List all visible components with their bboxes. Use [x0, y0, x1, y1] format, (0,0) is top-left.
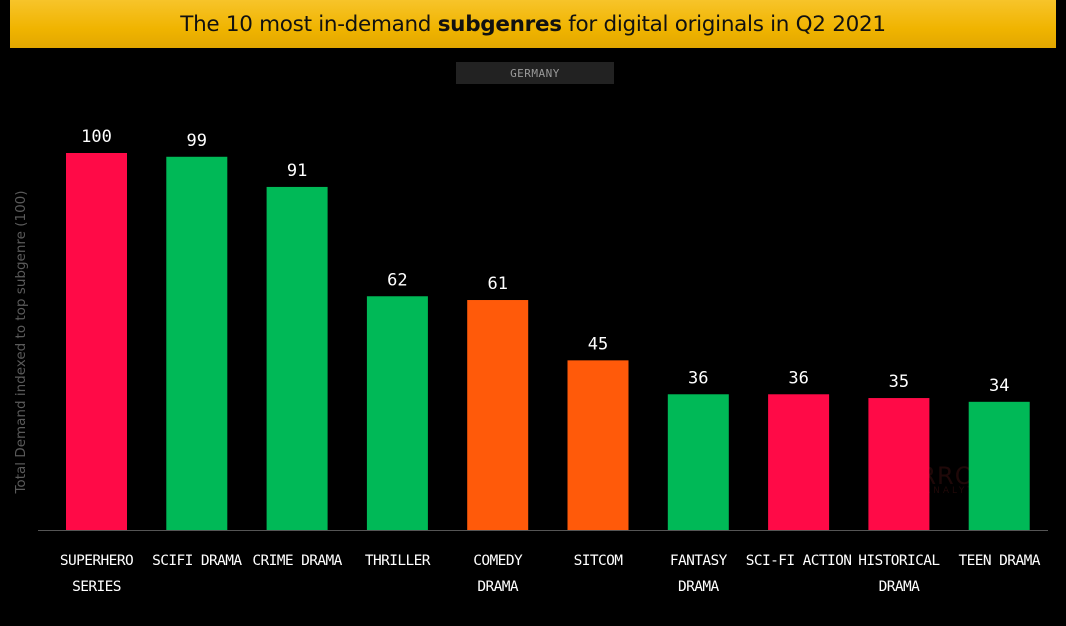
- x-tick-label-line: SUPERHERO: [60, 553, 133, 569]
- bar[interactable]: [166, 156, 228, 530]
- data-label: 62: [387, 270, 407, 290]
- region-filter-badge[interactable]: GERMANY: [456, 62, 614, 84]
- data-label: 100: [81, 127, 112, 147]
- chart-title: The 10 most in-demand subgenres for digi…: [180, 11, 886, 37]
- bar[interactable]: [868, 398, 930, 530]
- x-tick-label-line: HISTORICAL: [858, 553, 940, 569]
- x-tick-label-line: DRAMA: [678, 579, 720, 595]
- bar[interactable]: [768, 394, 830, 530]
- x-tick-label-line: THRILLER: [365, 553, 431, 569]
- data-label: 36: [788, 368, 808, 388]
- x-tick-label-line: DRAMA: [879, 579, 921, 595]
- bar[interactable]: [667, 394, 729, 530]
- x-tick-label: THRILLER: [365, 553, 431, 569]
- bar[interactable]: [968, 401, 1030, 530]
- x-tick-label: SITCOM: [574, 553, 624, 569]
- data-label: 35: [889, 372, 909, 392]
- title-bar: The 10 most in-demand subgenres for digi…: [10, 0, 1056, 48]
- x-tick-label-line: FANTASY: [670, 553, 728, 569]
- data-label: 36: [688, 368, 708, 388]
- data-label: 61: [487, 274, 507, 294]
- data-label: 34: [989, 376, 1009, 396]
- watermark-subtext: ANALYTICS: [924, 486, 1000, 496]
- bar[interactable]: [366, 296, 428, 530]
- x-tick-label-line: DRAMA: [477, 579, 519, 595]
- title-prefix: The 10 most in-demand: [180, 11, 438, 37]
- x-tick-label: FANTASY DRAMA: [670, 553, 728, 595]
- title-suffix: for digital originals in Q2 2021: [561, 11, 886, 37]
- x-tick-label: SUPERHERO SERIES: [60, 553, 133, 595]
- data-label: 45: [588, 334, 608, 354]
- x-tick-label-line: CRIME DRAMA: [252, 553, 342, 569]
- x-tick-label: TEEN DRAMA: [959, 553, 1041, 569]
- x-tick-label: SCIFI DRAMA: [152, 553, 242, 569]
- x-tick-label-line: COMEDY: [473, 553, 523, 569]
- x-tick-label: SCI-FI ACTION: [746, 553, 852, 569]
- x-tick-label-line: SITCOM: [574, 553, 624, 569]
- data-label: 91: [287, 161, 307, 181]
- x-tick-label-line: TEEN DRAMA: [959, 553, 1041, 569]
- bar[interactable]: [467, 300, 529, 530]
- bar[interactable]: [266, 186, 328, 530]
- data-label: 99: [187, 131, 207, 151]
- x-tick-label-line: SCIFI DRAMA: [152, 553, 242, 569]
- x-tick-label: CRIME DRAMA: [252, 553, 342, 569]
- x-tick-label: HISTORICAL DRAMA: [858, 553, 940, 595]
- x-tick-label-line: SERIES: [72, 579, 121, 595]
- bar[interactable]: [66, 153, 127, 530]
- title-emphasis: subgenres: [437, 11, 562, 37]
- bar[interactable]: [567, 360, 629, 530]
- x-tick-label-line: SCI-FI ACTION: [746, 553, 852, 569]
- x-tick-label: COMEDY DRAMA: [473, 553, 523, 595]
